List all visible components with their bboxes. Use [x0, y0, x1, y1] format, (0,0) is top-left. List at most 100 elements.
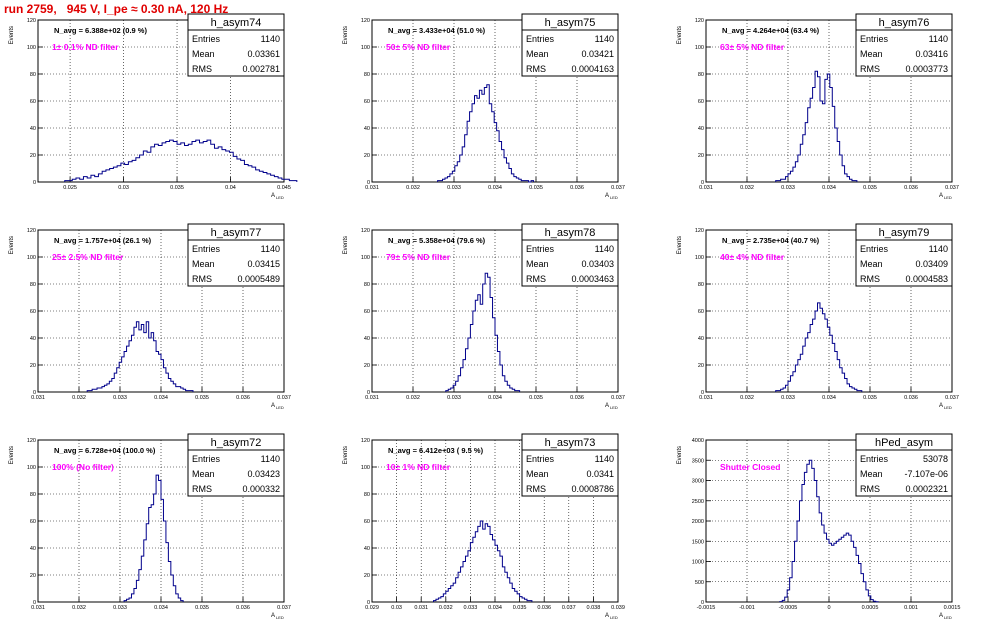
y-tick-label: 20	[364, 363, 370, 369]
stat-value-mean: 0.03415	[247, 259, 280, 269]
histogram-panel-hPed_asym: -0.0015 -0.001 -0.0005 0 0.0005 0.001 0.0015 0 5…	[677, 433, 961, 620]
x-tick-label: 0.033	[781, 185, 795, 191]
y-tick-label: 3000	[692, 479, 704, 485]
filter-annotation: Shutter Closed	[720, 462, 780, 472]
histogram-name: h_asym73	[545, 437, 596, 449]
x-tick-label: 0.031	[31, 605, 45, 611]
stat-label-entries: Entries	[192, 454, 221, 464]
x-axis-title-sub: LED	[944, 195, 952, 200]
histogram-series	[64, 139, 298, 182]
x-axis-title: A	[605, 193, 609, 199]
stat-value-rms: 0.002781	[242, 64, 280, 74]
x-tick-label: 0.033	[113, 395, 127, 401]
x-tick-label: 0.036	[537, 605, 551, 611]
stat-value-rms: 0.0003773	[905, 64, 948, 74]
stat-value-entries: 1140	[595, 244, 614, 254]
y-tick-label: 100	[361, 465, 370, 471]
x-tick-label: 0.031	[365, 185, 379, 191]
histogram-series	[775, 70, 858, 182]
stat-value-rms: 0.0004583	[905, 274, 948, 284]
stat-value-mean: 0.03361	[247, 49, 280, 59]
histogram-panel-h_asym74: 0.025 0.03 0.035 0.04 0.045 0 20 40 60 80 100 120 Ev…	[9, 13, 298, 200]
stat-label-rms: RMS	[526, 64, 546, 74]
y-tick-label: 40	[364, 126, 370, 132]
y-axis-title: Events	[9, 446, 15, 464]
navg-label: N_avg = 6.388e+02 (0.9 %)	[54, 26, 147, 35]
stat-label-entries: Entries	[526, 244, 555, 254]
stat-label-entries: Entries	[860, 454, 889, 464]
y-tick-label: 100	[27, 45, 36, 51]
x-tick-label: 0.035	[513, 605, 527, 611]
x-tick-label: 0.037	[562, 605, 576, 611]
histogram-name: h_asym74	[211, 17, 262, 29]
navg-label: N_avg = 1.757e+04 (26.1 %)	[54, 236, 152, 245]
y-tick-label: 120	[695, 228, 704, 234]
histogram-name: h_asym76	[879, 17, 930, 29]
stat-label-rms: RMS	[860, 64, 880, 74]
stat-value-rms: 0.0004163	[571, 64, 614, 74]
y-tick-label: 60	[30, 99, 36, 105]
x-tick-label: -0.0005	[779, 605, 798, 611]
x-tick-label: 0.032	[72, 395, 86, 401]
stat-label-rms: RMS	[526, 274, 546, 284]
x-tick-label: 0.04	[225, 185, 236, 191]
y-tick-label: 120	[695, 18, 704, 24]
x-tick-label: 0.036	[236, 395, 250, 401]
y-tick-label: 120	[27, 18, 36, 24]
stat-label-entries: Entries	[192, 34, 221, 44]
y-tick-label: 40	[30, 336, 36, 342]
y-tick-label: 60	[30, 309, 36, 315]
stat-label-entries: Entries	[860, 244, 889, 254]
x-tick-label: 0.037	[611, 395, 625, 401]
x-tick-label: -0.001	[739, 605, 755, 611]
y-tick-label: 80	[30, 282, 36, 288]
y-tick-label: 120	[361, 18, 370, 24]
y-tick-label: 120	[27, 228, 36, 234]
x-tick-label: 0.031	[699, 395, 713, 401]
stat-label-rms: RMS	[192, 64, 212, 74]
stat-value-entries: 1140	[929, 244, 948, 254]
x-axis-title: A	[271, 613, 275, 619]
x-tick-label: 0.029	[365, 605, 379, 611]
y-tick-label: 0	[701, 600, 704, 606]
x-tick-label: 0.033	[464, 605, 478, 611]
filter-annotation: 50± 5% ND filter	[386, 42, 451, 52]
x-tick-label: 0.033	[447, 185, 461, 191]
histogram-name: h_asym77	[211, 227, 262, 239]
y-tick-label: 40	[30, 546, 36, 552]
navg-label: N_avg = 3.433e+04 (51.0 %)	[388, 26, 486, 35]
y-tick-label: 80	[364, 282, 370, 288]
stats-box	[855, 449, 953, 497]
y-tick-label: 0	[701, 180, 704, 186]
histogram-series	[86, 321, 194, 392]
x-tick-label: 0.034	[822, 185, 836, 191]
y-tick-label: 100	[361, 255, 370, 261]
x-tick-label: 0.037	[945, 185, 959, 191]
x-tick-label: 0.039	[611, 605, 625, 611]
histogram-name: hPed_asym	[875, 437, 933, 449]
x-tick-label: 0.032	[406, 185, 420, 191]
stats-box	[855, 239, 953, 287]
x-tick-label: 0.034	[822, 395, 836, 401]
stat-label-mean: Mean	[860, 49, 883, 59]
histogram-series	[775, 302, 863, 392]
x-tick-label: 0.0005	[862, 605, 879, 611]
x-tick-label: 0.036	[904, 185, 918, 191]
x-tick-label: 0.036	[570, 185, 584, 191]
x-tick-label: 0.035	[529, 395, 543, 401]
x-tick-label: 0.035	[863, 185, 877, 191]
histogram-panel-h_asym72: 0.031 0.032 0.033 0.034 0.035 0.036 0.037 0 20 40…	[9, 433, 291, 620]
stats-box	[855, 29, 953, 77]
stat-value-entries: 1140	[595, 454, 614, 464]
stat-label-entries: Entries	[526, 34, 555, 44]
x-tick-label: 0.032	[72, 605, 86, 611]
y-tick-label: 40	[364, 546, 370, 552]
x-axis-title-sub: LED	[610, 615, 618, 620]
histogram-series	[779, 459, 879, 603]
x-tick-label: 0.0015	[944, 605, 961, 611]
x-tick-label: 0.035	[863, 395, 877, 401]
y-tick-label: 0	[701, 390, 704, 396]
filter-annotation: 79± 5% ND filter	[386, 252, 451, 262]
y-tick-label: 60	[364, 309, 370, 315]
